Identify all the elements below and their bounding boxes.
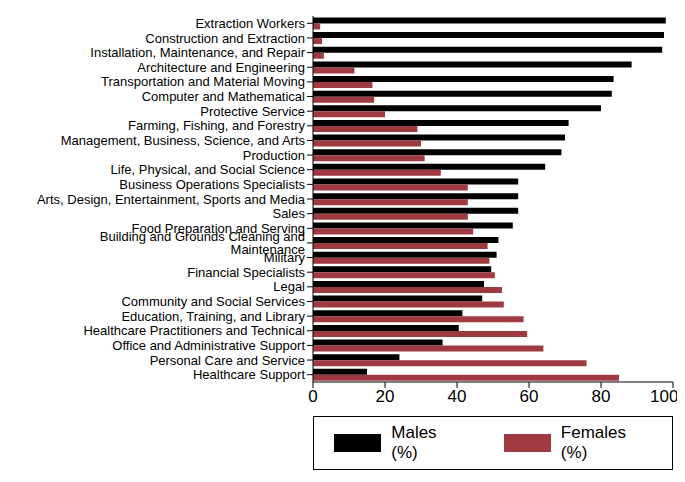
svg-text:Healthcare Support: Healthcare Support bbox=[193, 367, 305, 382]
svg-text:Architecture and Engineering: Architecture and Engineering bbox=[137, 60, 305, 75]
svg-text:Military: Military bbox=[264, 250, 306, 265]
svg-text:Management, Business, Science,: Management, Business, Science, and Arts bbox=[61, 133, 306, 148]
svg-text:100: 100 bbox=[650, 387, 677, 406]
svg-text:Sales: Sales bbox=[272, 206, 305, 221]
svg-text:Construction and Extraction: Construction and Extraction bbox=[145, 31, 305, 46]
svg-text:Healthcare Practitioners and T: Healthcare Practitioners and Technical bbox=[83, 323, 305, 338]
svg-text:Personal Care and Service: Personal Care and Service bbox=[150, 353, 305, 368]
svg-text:Protective Service: Protective Service bbox=[200, 104, 305, 119]
svg-text:Farming, Fishing, and Forestry: Farming, Fishing, and Forestry bbox=[128, 118, 306, 133]
svg-text:Extraction Workers: Extraction Workers bbox=[195, 16, 305, 31]
svg-text:60: 60 bbox=[520, 387, 539, 406]
svg-text:Community and Social Services: Community and Social Services bbox=[121, 294, 305, 309]
svg-text:Office and Administrative Supp: Office and Administrative Support bbox=[112, 338, 305, 353]
svg-text:Installation, Maintenance, and: Installation, Maintenance, and Repair bbox=[90, 45, 305, 60]
svg-text:Arts, Design, Entertainment, S: Arts, Design, Entertainment, Sports and … bbox=[37, 192, 306, 207]
svg-text:Business Operations Specialist: Business Operations Specialists bbox=[119, 177, 305, 192]
svg-text:80: 80 bbox=[592, 387, 611, 406]
svg-text:Education, Training, and Libra: Education, Training, and Library bbox=[121, 309, 305, 324]
svg-text:40: 40 bbox=[448, 387, 467, 406]
svg-text:0: 0 bbox=[308, 387, 317, 406]
svg-text:Transportation and Material Mo: Transportation and Material Moving bbox=[101, 74, 305, 89]
svg-text:Legal: Legal bbox=[273, 279, 305, 294]
svg-text:Production: Production bbox=[243, 148, 305, 163]
svg-text:Computer and Mathematical: Computer and Mathematical bbox=[142, 89, 305, 104]
svg-text:Financial Specialists: Financial Specialists bbox=[187, 265, 305, 280]
svg-text:20: 20 bbox=[376, 387, 395, 406]
svg-text:Life, Physical, and Social Sci: Life, Physical, and Social Science bbox=[111, 162, 305, 177]
